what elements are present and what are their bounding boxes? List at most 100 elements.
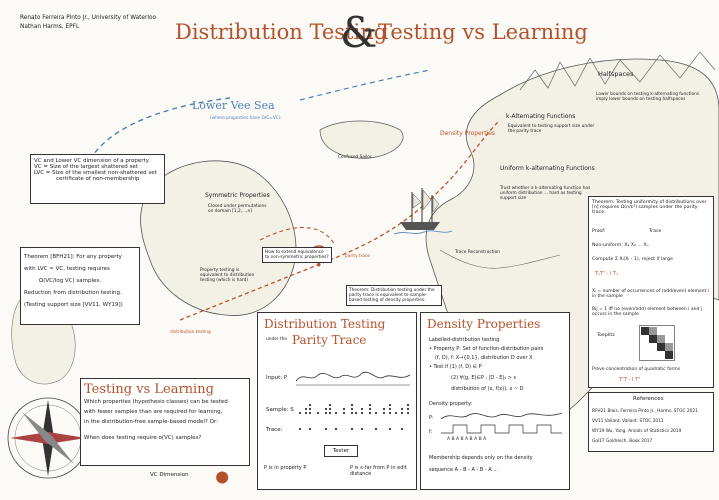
- sample-dot: [394, 411, 398, 415]
- lower-vee-sea-sub: (where properties have LVC=VC): [210, 116, 281, 121]
- central-island: [140, 160, 297, 316]
- sample-dot: [328, 407, 332, 411]
- sailing-ship-icon: [393, 188, 453, 235]
- references-list: BFH21 Blais, Ferreira Pinto Jr., Harms. …: [592, 407, 698, 447]
- blue-dashed-path: [89, 97, 231, 161]
- dt-input: Input: P: [266, 375, 288, 381]
- sample-dot: [388, 403, 392, 407]
- theorem-line-5: (Testing support size [VV11, WY19]): [24, 302, 123, 308]
- sample-dot: [298, 411, 302, 415]
- trace-dot: [298, 427, 302, 431]
- dp-l3: (f, D), f: X→{0,1}, distribution D over …: [435, 355, 533, 361]
- dt-title-1: Distribution Testing: [264, 317, 386, 331]
- dp-ab-seq: A B A B A B A B A: [447, 437, 487, 442]
- dp-l5: (2) ∀(g, E)∈P : |D - E|₁ > ε: [451, 375, 517, 381]
- toeplitz-matrix-icon: [639, 325, 675, 361]
- sample-dot: [328, 411, 332, 415]
- compass-rose-icon: [7, 397, 89, 479]
- tvl-line-1: Which properties (hypothesis classes) ca…: [84, 399, 228, 405]
- trace-dot: [334, 427, 338, 431]
- sample-dot: [324, 407, 328, 411]
- sample-dot: [360, 407, 364, 411]
- confused-sailor-island: [319, 120, 404, 159]
- sample-dot: [406, 403, 410, 407]
- symmetric-note: Closed under permutations on domain [1,2…: [208, 204, 267, 214]
- theorem-box: Theorem [BFH21]: For any property with L…: [20, 247, 140, 325]
- input-distribution-curve: [296, 371, 411, 386]
- sample-dot: [388, 407, 392, 411]
- tester-box: Tester: [324, 445, 358, 457]
- rp-toeplitz: Toeplitz: [597, 333, 615, 338]
- right-theorem-panel: Theorem: Testing uniformity of distribut…: [588, 196, 714, 388]
- theorem-line-1: Theorem [BFH21]: For any property: [24, 254, 122, 260]
- tvl-line-3: in the distribution-free sample-based mo…: [84, 419, 218, 425]
- trace-dot: [350, 427, 354, 431]
- blue-dashed-path-2: [299, 69, 431, 101]
- sample-dot: [308, 407, 312, 411]
- rp-tt: TᵀT - I Tᵀ: [619, 377, 641, 383]
- title-left: Distribution Testing: [175, 20, 388, 44]
- sample-dot: [388, 411, 392, 415]
- dp-sequence: sequence A - B - A - B - A ...: [429, 467, 499, 473]
- authors-2: Nathan Harms, EPFL: [20, 24, 80, 30]
- dp-l4: • Test if (1) (f, D) ∈ P: [429, 364, 482, 370]
- sample-dot: [324, 411, 328, 415]
- dp-l6: distribution of (x, f(x)), x ~ D: [451, 386, 524, 392]
- halfspaces-note: Lower bounds on testing k-alternating fu…: [596, 92, 700, 102]
- tvl-line-2: with fewer samples than are required for…: [84, 409, 223, 415]
- density-properties-box: Density Properties Labelled-distribution…: [420, 312, 570, 490]
- symmetric-properties-label: Symmetric Properties: [205, 192, 270, 199]
- sample-dot: [368, 411, 372, 415]
- tvl-line-4: When does testing require o(VC) samples?: [84, 435, 202, 441]
- density-properties-map-label: Density Properties: [440, 130, 496, 137]
- rp-non-uniform: Non-uniform: X₁ X₂ ... Xₙ: [592, 243, 649, 248]
- k-alternating-note: Equivalent to testing support size under…: [508, 124, 595, 134]
- trace-dot: [388, 427, 392, 431]
- reference-item: VV11 Valiant, Valiant. STOC 2011: [592, 419, 664, 424]
- density-curve: [441, 412, 563, 420]
- sample-dot: [374, 411, 378, 415]
- trace-dot: [400, 427, 404, 431]
- rp-proof: Proof:: [592, 229, 606, 234]
- trace-dot: [360, 427, 364, 431]
- references-title: References: [633, 396, 664, 402]
- sample-dot: [334, 411, 338, 415]
- halfspaces-label: Halfspaces: [598, 70, 634, 78]
- dp-title: Density Properties: [427, 317, 541, 331]
- title-right: Testing vs Learning: [378, 20, 588, 44]
- reference-item: Gol17 Goldreich. Book 2017: [592, 439, 653, 444]
- k-alternating-label: k-Alternating Functions: [506, 113, 576, 120]
- orange-dashed-path-2: [259, 226, 336, 246]
- sample-dot: [368, 407, 372, 411]
- rocky-coast: [439, 249, 561, 269]
- sample-dot: [304, 411, 308, 415]
- rp-tvt: T₁Tᵀ - I T₁: [595, 271, 619, 277]
- title-ampersand: &: [340, 8, 378, 57]
- sample-dot: [406, 407, 410, 411]
- rp-theorem: Theorem: Testing uniformity of distribut…: [592, 200, 707, 215]
- lower-vee-sea-label: Lower Vee Sea: [192, 99, 275, 112]
- vc-line-2: VC = Size of the largest shattered set: [34, 164, 138, 170]
- dt-sample: Sample: S: [266, 407, 294, 413]
- vc-box: VC and Lower VC dimension of a property …: [30, 154, 165, 204]
- reference-item: BFH21 Blais, Ferreira Pinto Jr., Harms. …: [592, 409, 698, 414]
- tvl-title: Testing vs Learning: [84, 382, 214, 397]
- sample-dot: [308, 411, 312, 415]
- distribution-testing-path-label: distribution testing: [170, 330, 211, 335]
- testing-vs-learning-box: Testing vs Learning Which properties (hy…: [80, 378, 250, 466]
- dp-l1: Labelled-distribution testing: [429, 337, 500, 343]
- trace-reconstruction-label: Trace Reconstruction: [455, 250, 500, 255]
- sample-dot: [308, 403, 312, 407]
- rp-bij: Bij = 1 iff no (even/odd) element betwee…: [592, 307, 703, 317]
- sample-dot: [350, 411, 354, 415]
- parity-trace-path-label: parity trace: [345, 254, 371, 259]
- trace-dot: [374, 427, 378, 431]
- sample-dot: [382, 411, 386, 415]
- sample-dot: [342, 411, 346, 415]
- trace-dots: [298, 427, 404, 431]
- sample-dot: [350, 407, 354, 411]
- sample-dot: [406, 411, 410, 415]
- sample-dot: [400, 407, 404, 411]
- f-step-function: [441, 424, 562, 434]
